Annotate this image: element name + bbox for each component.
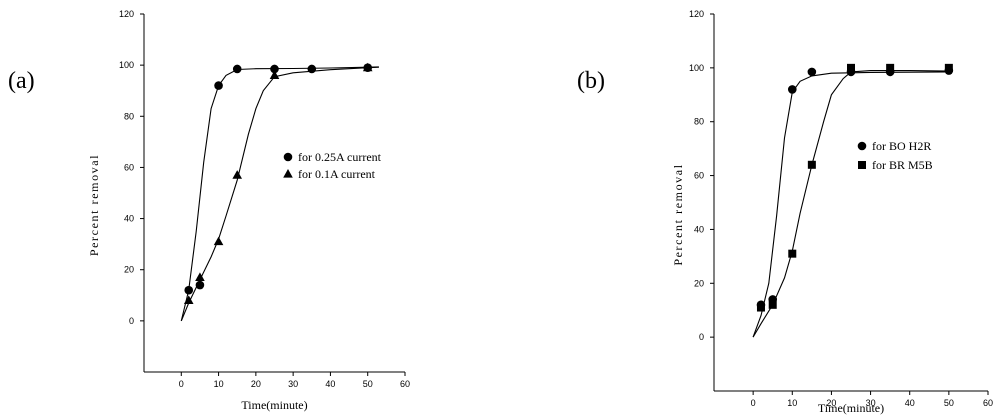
data-point <box>269 70 280 79</box>
y-tick-label: 120 <box>689 9 704 19</box>
legend-marker <box>858 161 866 169</box>
legend-label: for BO H2R <box>872 139 931 153</box>
x-tick-label: 10 <box>787 398 797 408</box>
data-point <box>232 170 243 179</box>
data-point <box>214 81 223 90</box>
y-tick-label: 40 <box>694 224 704 234</box>
series-1 <box>180 63 379 322</box>
x-tick-label: 50 <box>363 379 373 389</box>
legend-label: for 0.1A current <box>298 167 376 181</box>
series-fit-line <box>752 70 949 338</box>
data-point <box>184 285 194 295</box>
y-tick-label: 0 <box>699 332 704 342</box>
x-axis-title: Time(minute) <box>818 401 884 415</box>
y-axis-title: Percent removal <box>671 163 685 265</box>
x-tick-label: 50 <box>944 398 954 408</box>
x-tick-label: 0 <box>751 398 756 408</box>
data-point <box>788 249 797 258</box>
y-tick-label: 100 <box>119 60 134 70</box>
x-tick-label: 30 <box>288 379 298 389</box>
y-tick-label: 60 <box>124 162 134 172</box>
legend: for BO H2R for BR M5B <box>857 139 933 172</box>
data-point <box>270 64 279 74</box>
y-tick-label: 20 <box>694 278 704 288</box>
data-point <box>362 62 373 72</box>
chart-panel-b: (b) 0 20 40 60 80 100 120 0 10 20 30 40 50 60 Time(minu… <box>577 9 993 415</box>
x-tick-label: 20 <box>251 379 261 389</box>
x-tick-label: 10 <box>214 379 224 389</box>
y-tick-label: 40 <box>124 214 134 224</box>
y-tick-label: 80 <box>694 117 704 127</box>
series-fit-line <box>180 66 379 322</box>
data-point <box>886 63 895 72</box>
data-point <box>944 63 953 72</box>
y-tick-label: 120 <box>119 9 134 19</box>
series-2 <box>180 62 379 322</box>
x-tick-label: 40 <box>325 379 335 389</box>
panel-label: (b) <box>577 68 605 94</box>
x-tick-label: 20 <box>826 398 836 408</box>
x-tick-label: 40 <box>905 398 915 408</box>
legend-marker <box>857 141 867 151</box>
data-point <box>195 272 205 281</box>
x-tick-label: 30 <box>866 398 876 408</box>
legend-marker <box>283 152 293 162</box>
series-fit-line <box>180 66 379 322</box>
legend-label: for 0.25A current <box>298 150 382 164</box>
legend-marker <box>283 169 293 178</box>
data-point <box>195 280 205 290</box>
data-point <box>183 295 194 304</box>
data-point <box>787 85 797 94</box>
panel-label: (a) <box>8 68 35 94</box>
x-tick-label: 60 <box>400 379 410 389</box>
data-point <box>756 303 765 312</box>
x-axis-title: Time(minute) <box>241 398 307 412</box>
data-point <box>213 236 224 246</box>
y-tick-label: 0 <box>129 316 134 326</box>
data-point <box>232 64 242 74</box>
data-point <box>807 67 817 77</box>
legend-label: for BR M5B <box>872 158 933 172</box>
series-1 <box>752 66 954 338</box>
chart-panel-a: (a) 0 20 40 60 80 100 120 0 10 20 30 40 50 60 Time(minu… <box>8 9 410 412</box>
series-2 <box>752 63 953 338</box>
x-tick-label: 0 <box>179 379 184 389</box>
series-fit-line <box>752 71 949 338</box>
data-point <box>768 300 777 309</box>
x-tick-label: 60 <box>983 398 993 408</box>
y-axis-title: Percent removal <box>87 154 101 256</box>
y-tick-label: 100 <box>689 63 704 73</box>
legend: for 0.25A current for 0.1A current <box>283 150 382 181</box>
y-tick-label: 60 <box>694 171 704 181</box>
data-point <box>807 160 816 169</box>
y-tick-label: 20 <box>124 265 134 275</box>
y-tick-label: 80 <box>124 111 134 121</box>
data-point <box>847 63 855 72</box>
